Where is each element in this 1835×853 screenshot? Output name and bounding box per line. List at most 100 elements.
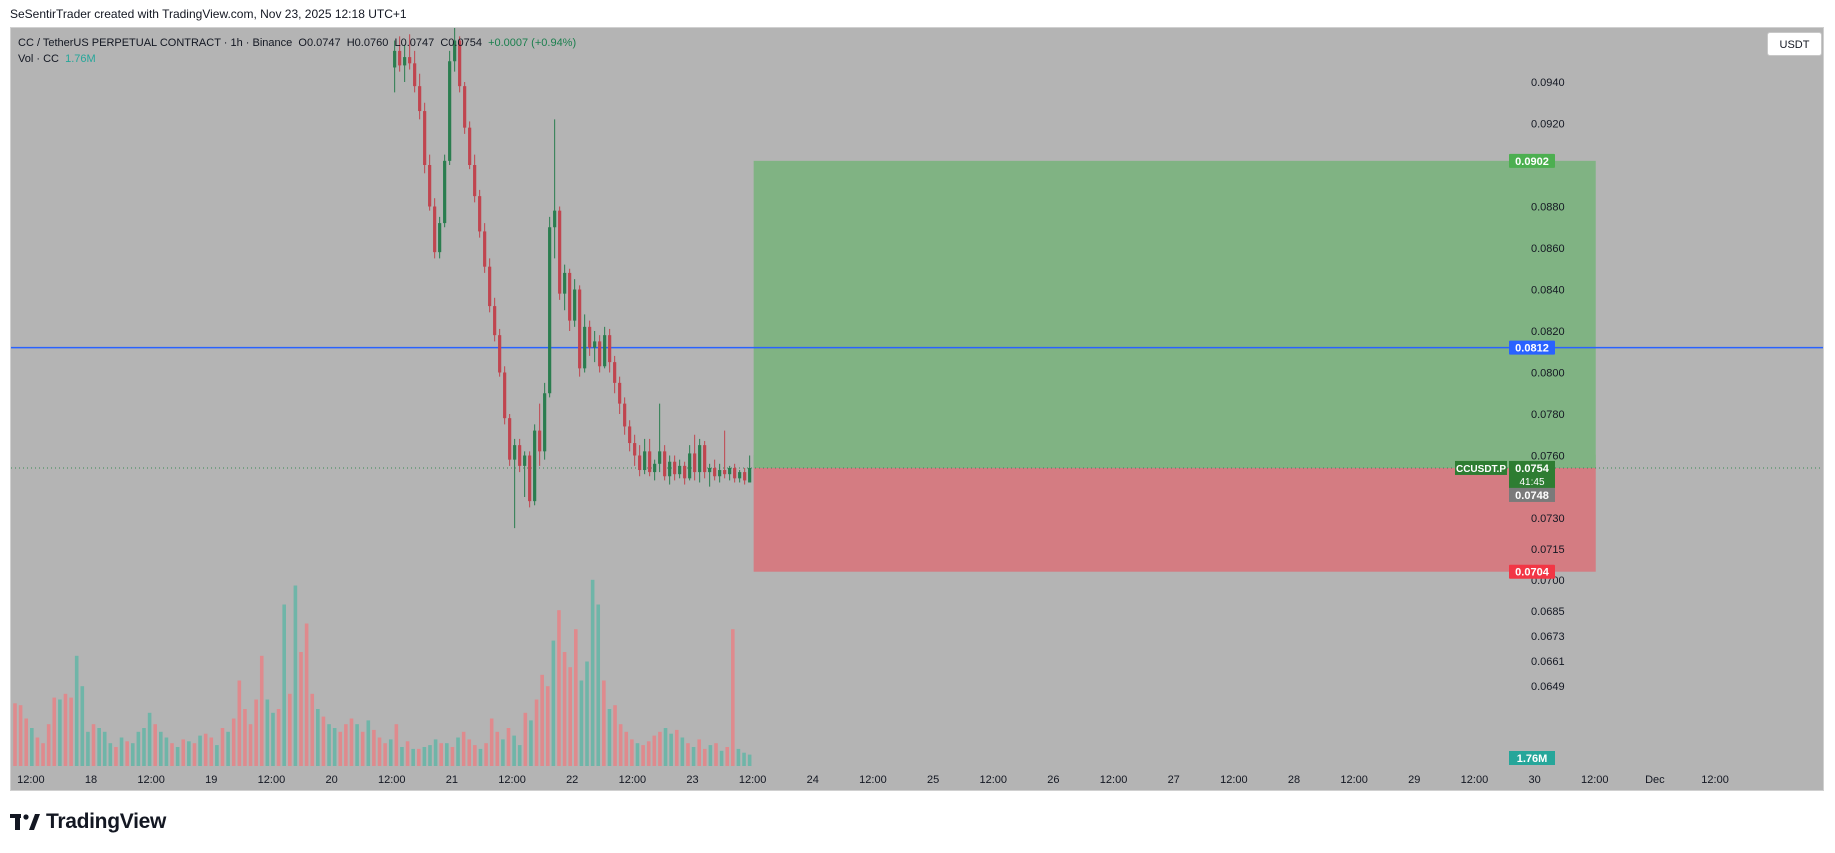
volume-bar bbox=[394, 724, 399, 766]
volume-bar bbox=[276, 709, 281, 766]
volume-bar bbox=[590, 579, 595, 766]
volume-bar bbox=[102, 731, 107, 766]
y-tick-label: 0.0649 bbox=[1531, 681, 1565, 693]
candle-body bbox=[718, 470, 722, 477]
candle-body bbox=[443, 160, 447, 224]
stop-price-tag: 0.0704 bbox=[1515, 567, 1550, 579]
volume-bar bbox=[433, 739, 438, 766]
x-tick-label: 18 bbox=[85, 774, 97, 786]
open-value: O0.0747 bbox=[298, 37, 341, 49]
volume-bar bbox=[159, 731, 163, 766]
volume-bar bbox=[248, 724, 253, 766]
y-tick-label: 0.0820 bbox=[1531, 326, 1565, 338]
volume-bar bbox=[24, 718, 29, 766]
volume-bar bbox=[142, 728, 146, 766]
volume-bar bbox=[445, 743, 449, 766]
candle-body bbox=[598, 341, 602, 367]
volume-bar bbox=[344, 724, 348, 766]
candle-body bbox=[673, 461, 677, 475]
volume-bar bbox=[282, 604, 286, 766]
volume-bar bbox=[691, 747, 696, 766]
volume-bar bbox=[108, 743, 113, 766]
volume-bar bbox=[416, 748, 421, 766]
volume-bar bbox=[467, 739, 472, 766]
volume-bar bbox=[630, 739, 634, 766]
y-tick-label: 0.0673 bbox=[1531, 631, 1565, 643]
candle-body bbox=[663, 451, 667, 477]
price-chart[interactable]: 0.0940 0.0920 0.0880 0.0860 0.0840 0.0820 0.08… bbox=[11, 28, 1824, 791]
candle-body bbox=[563, 272, 567, 294]
volume-bar bbox=[237, 680, 242, 766]
volume-bar bbox=[517, 745, 522, 766]
candle-body bbox=[543, 393, 547, 452]
x-tick-label: 12:00 bbox=[979, 774, 1007, 786]
candle-body bbox=[713, 467, 717, 477]
candle-body bbox=[693, 453, 697, 473]
candle-body bbox=[428, 165, 432, 207]
x-tick-label: 28 bbox=[1288, 774, 1300, 786]
volume-bar bbox=[153, 724, 158, 766]
volume-tag: 1.76M bbox=[1517, 753, 1548, 765]
candle-body bbox=[413, 63, 417, 87]
symbol-title[interactable]: CC / TetherUS PERPETUAL CONTRACT · 1h · … bbox=[18, 37, 293, 49]
volume-bar bbox=[658, 731, 662, 766]
candle-body bbox=[703, 445, 707, 473]
countdown-tag: 41:45 bbox=[1519, 477, 1544, 488]
volume-bar bbox=[725, 747, 730, 766]
volume-bar bbox=[63, 693, 68, 766]
volume-bar bbox=[192, 743, 197, 766]
candle-body bbox=[463, 86, 467, 128]
volume-bar bbox=[674, 729, 679, 766]
symbol-tag-bg bbox=[1455, 460, 1507, 475]
target-price-tag: 0.0902 bbox=[1515, 156, 1549, 168]
volume-tag-bg bbox=[1509, 751, 1555, 765]
volume-bar bbox=[388, 739, 393, 766]
x-tick-label: 12:00 bbox=[378, 774, 406, 786]
candle-body bbox=[723, 470, 727, 475]
volume-bar bbox=[198, 735, 202, 766]
volume-bar bbox=[411, 748, 415, 766]
candle-body bbox=[688, 453, 692, 479]
candle-body bbox=[748, 467, 752, 483]
volume-bar bbox=[624, 731, 629, 766]
volume-bar bbox=[130, 743, 135, 766]
x-tick-label: 23 bbox=[686, 774, 698, 786]
volume-bar bbox=[119, 737, 124, 766]
volume-bar bbox=[702, 748, 707, 766]
candle-body bbox=[498, 335, 502, 373]
x-tick-label: 12:00 bbox=[258, 774, 286, 786]
x-tick-label: Dec bbox=[1645, 774, 1665, 786]
volume-bar bbox=[360, 731, 365, 766]
last-price-tag-bg bbox=[1509, 460, 1555, 488]
currency-button[interactable]: USDT bbox=[1767, 32, 1822, 56]
y-tick-label: 0.0661 bbox=[1531, 656, 1565, 668]
x-tick-label: 12:00 bbox=[17, 774, 45, 786]
volume-bar bbox=[349, 718, 354, 766]
candle-body bbox=[733, 467, 737, 479]
volume-bar bbox=[450, 747, 455, 766]
volume-label[interactable]: Vol · CC bbox=[18, 53, 59, 65]
candle-body bbox=[528, 455, 532, 502]
x-tick-label: 12:00 bbox=[619, 774, 647, 786]
candle-body bbox=[738, 472, 742, 479]
volume-bar bbox=[203, 733, 208, 766]
volume-bar bbox=[41, 743, 45, 766]
volume-bar bbox=[501, 739, 505, 766]
candle-body bbox=[638, 455, 642, 471]
volume-bar bbox=[91, 724, 96, 766]
volume-bar bbox=[562, 652, 567, 766]
tradingview-logo[interactable]: TradingView bbox=[10, 810, 166, 834]
candle-body bbox=[478, 196, 482, 232]
volume-bar bbox=[545, 686, 550, 766]
chart-panel[interactable]: 0.0940 0.0920 0.0880 0.0860 0.0840 0.0820 0.08… bbox=[10, 27, 1824, 791]
candle-body bbox=[593, 341, 597, 348]
x-tick-label: 12:00 bbox=[498, 774, 526, 786]
volume-bar bbox=[175, 747, 180, 766]
x-tick-label: 12:00 bbox=[739, 774, 767, 786]
volume-bar bbox=[187, 741, 191, 766]
volume-bar bbox=[377, 737, 382, 766]
volume-bar bbox=[635, 743, 640, 766]
candle-body bbox=[453, 40, 457, 62]
volume-bar bbox=[97, 728, 101, 766]
candle-body bbox=[468, 127, 472, 165]
